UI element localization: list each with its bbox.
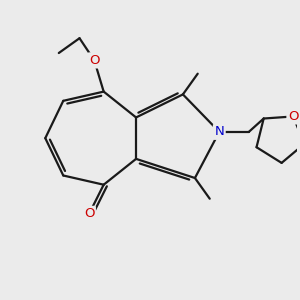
Text: O: O: [84, 207, 94, 220]
Text: N: N: [214, 125, 224, 138]
Text: O: O: [89, 54, 100, 67]
Text: O: O: [288, 110, 298, 123]
